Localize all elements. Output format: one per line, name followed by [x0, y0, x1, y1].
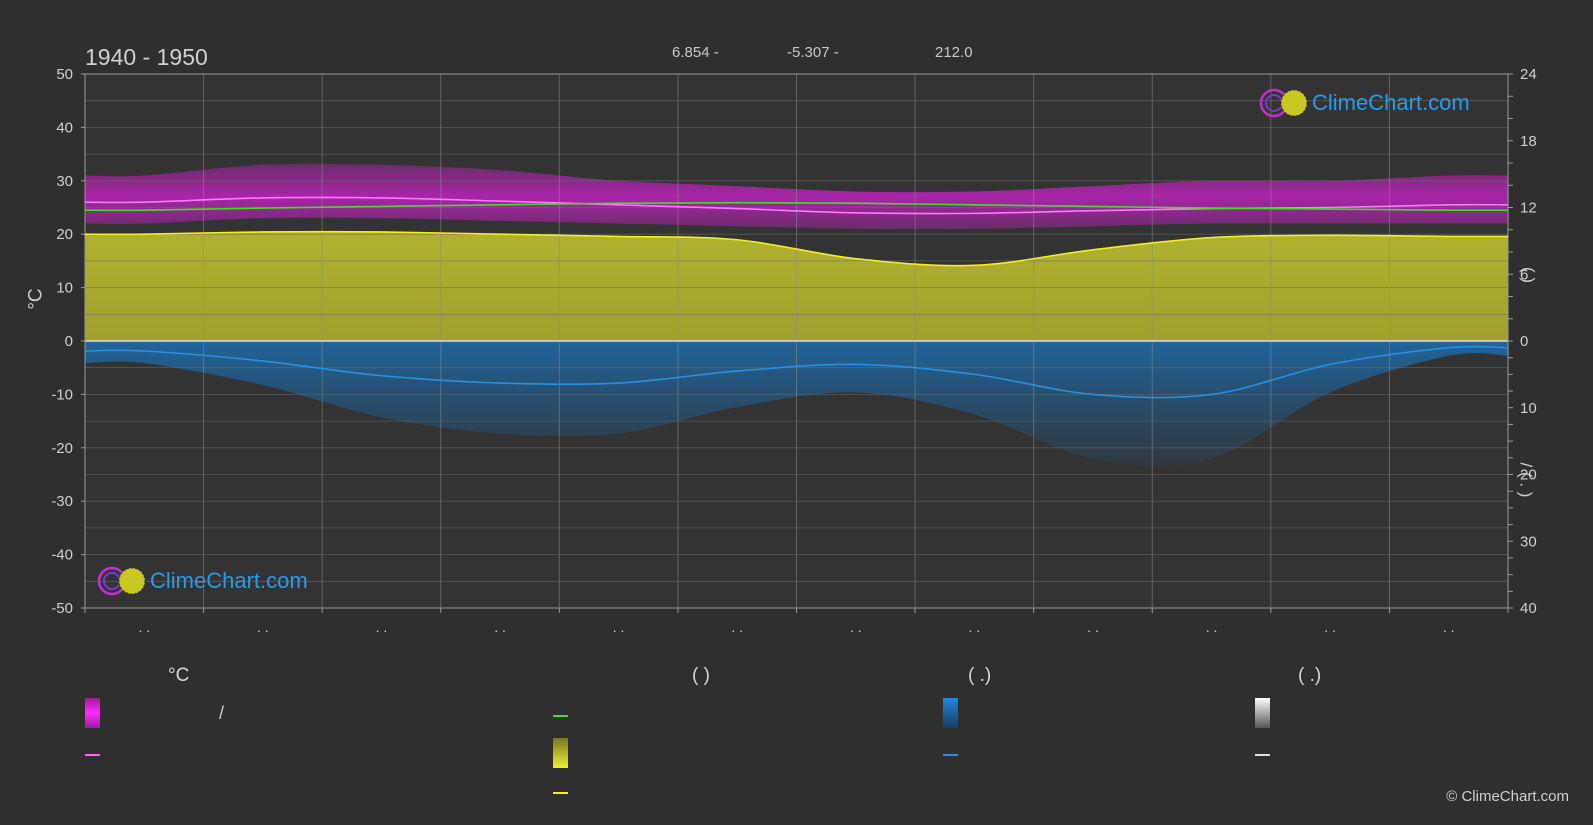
right-tick-label: 18 — [1520, 133, 1537, 150]
right-tick-label: 0 — [1520, 333, 1528, 350]
right-axis-label-lower: / ( . ) — [1516, 462, 1536, 498]
legend-swatch-yellow-line — [553, 792, 568, 794]
legend-swatch-blue-band — [943, 698, 958, 728]
legend-head-temperature: °C — [168, 665, 190, 686]
logo-text: ClimeChart.com — [1312, 90, 1470, 115]
right-tick-label: 10 — [1520, 400, 1537, 417]
left-tick-label: 20 — [56, 226, 73, 243]
left-tick-label: 10 — [56, 280, 73, 297]
legend-head-daylight: ( ) — [692, 665, 710, 686]
legend-swatch-white-line — [1255, 754, 1270, 756]
elevation-label: 212.0 — [935, 44, 973, 61]
precip-line — [84, 345, 1509, 399]
right-tick-label: 40 — [1520, 600, 1537, 617]
left-axis-unit: °C — [25, 288, 47, 310]
x-tick-label: . . — [969, 619, 981, 635]
left-tick-label: 0 — [65, 333, 73, 350]
x-tick-label: . . — [1443, 619, 1455, 635]
copyright: © ClimeChart.com — [1446, 788, 1569, 805]
x-tick-label: . . — [1206, 619, 1218, 635]
x-tick-label: . . — [850, 619, 862, 635]
logo-top[interactable]: ClimeChart.com — [1308, 90, 1470, 116]
right-tick-label: 30 — [1520, 533, 1537, 550]
left-tick-label: 40 — [56, 119, 73, 136]
left-tick-label: -10 — [51, 386, 73, 403]
sunshine-line — [84, 230, 1509, 267]
left-tick-label: -20 — [51, 440, 73, 457]
x-tick-label: . . — [494, 619, 506, 635]
right-tick-label: 20 — [1520, 467, 1537, 484]
legend-swatch-magenta-band — [85, 698, 100, 728]
x-tick-label: . . — [731, 619, 743, 635]
left-tick-label: -50 — [51, 600, 73, 617]
legend-head-snow: ( .) — [1298, 665, 1322, 686]
x-tick-label: . . — [1087, 619, 1099, 635]
legend-swatch-green-line — [553, 715, 568, 717]
x-tick-label: . . — [376, 619, 388, 635]
legend-swatch-blue-line — [943, 754, 958, 756]
legend-swatch-white-band — [1255, 698, 1270, 728]
legend-text-temp-range: / — [219, 703, 225, 723]
right-tick-label: 12 — [1520, 200, 1537, 217]
logo-bottom[interactable]: ClimeChart.com — [146, 568, 308, 594]
legend-head-rain: ( .) — [968, 665, 992, 686]
legend-swatch-yellow-band — [553, 738, 568, 768]
right-tick-label: 24 — [1520, 66, 1537, 83]
x-tick-label: . . — [257, 619, 269, 635]
series-line-1 — [84, 201, 1509, 212]
left-tick-label: -40 — [51, 547, 73, 564]
x-tick-label: . . — [138, 619, 150, 635]
series-line-0 — [84, 196, 1509, 215]
logo-icon-top — [1259, 88, 1308, 118]
legend-swatch-magenta-line — [85, 754, 100, 756]
logo-icon-bottom — [97, 566, 146, 596]
left-tick-label: 50 — [56, 66, 73, 83]
right-tick-label: 6 — [1520, 266, 1528, 283]
right-axis-label-upper: ( ) — [1519, 266, 1539, 284]
longitude-label: -5.307 - — [787, 44, 839, 61]
x-tick-label: . . — [613, 619, 625, 635]
left-tick-label: 30 — [56, 173, 73, 190]
year-range-title: 1940 - 1950 — [85, 44, 208, 70]
logo-text: ClimeChart.com — [150, 568, 308, 593]
latitude-label: 6.854 - — [672, 44, 719, 61]
x-tick-label: . . — [1324, 619, 1336, 635]
left-tick-label: -30 — [51, 493, 73, 510]
